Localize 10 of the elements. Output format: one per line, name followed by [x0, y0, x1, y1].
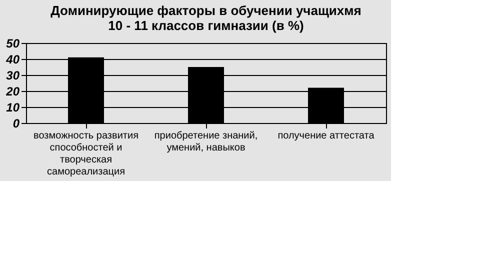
y-tick-label: 10: [6, 100, 20, 114]
x-tick-label: получение аттестата: [278, 130, 375, 142]
y-tick-label: 20: [5, 84, 20, 98]
x-tick-label: возможность развития способностей и творческая самореализация: [34, 130, 138, 178]
y-tick-label: 30: [6, 68, 20, 82]
chart-title: Доминирующие факторы в обучении учащихмя 10 - 11 классов гимназии (в %): [50, 3, 362, 33]
y-tick-label: 0: [12, 116, 20, 130]
y-tick-label: 50: [6, 36, 20, 50]
x-tick-label: приобретение знаний, умений, навыков: [154, 130, 258, 154]
y-tick-label: 40: [5, 52, 20, 66]
